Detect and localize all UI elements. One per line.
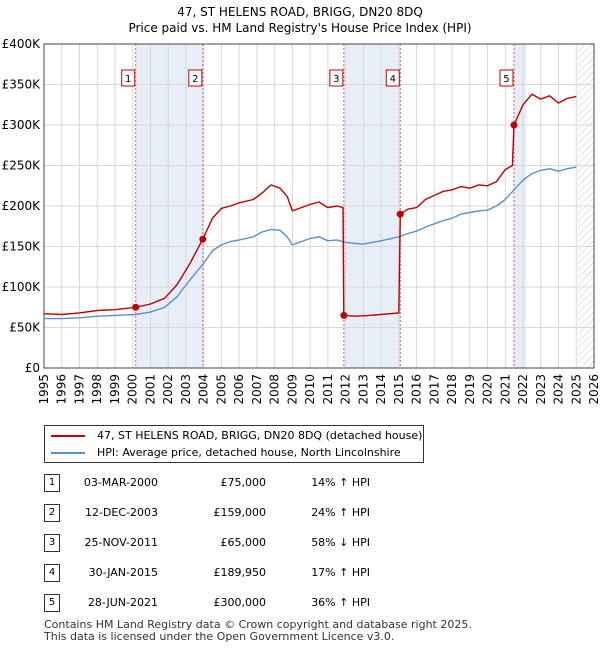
sale-point bbox=[510, 121, 518, 129]
x-tick-label: 1999 bbox=[108, 374, 122, 405]
footer-line-1: Contains HM Land Registry data © Crown c… bbox=[44, 618, 472, 631]
x-tick-label: 2026 bbox=[587, 374, 600, 405]
x-tick-label: 2012 bbox=[339, 374, 353, 405]
sale-price: £300,000 bbox=[213, 596, 267, 609]
sale-number-box bbox=[329, 69, 344, 87]
sale-number: 3 bbox=[44, 534, 60, 552]
y-tick-label: £50K bbox=[9, 321, 41, 335]
sale-number-box bbox=[385, 69, 400, 87]
table-row: 3 25-NOV-2011 £65,000 58% ↓ HPI bbox=[0, 531, 600, 555]
sale-price: £75,000 bbox=[220, 476, 267, 489]
chart-title: 47, ST HELENS ROAD, BRIGG, DN20 8DQ bbox=[177, 5, 423, 19]
x-tick-label: 2001 bbox=[143, 374, 157, 405]
x-tick-label: 1998 bbox=[90, 374, 104, 405]
sale-number-label: 5 bbox=[503, 74, 509, 85]
table-row: 1 03-MAR-2000 £75,000 14% ↑ HPI bbox=[0, 471, 600, 495]
sale-hpi-diff: 24% ↑ HPI bbox=[311, 506, 370, 519]
x-tick-label: 2002 bbox=[161, 374, 175, 405]
y-tick-label: £400K bbox=[2, 37, 42, 51]
x-tick-label: 2013 bbox=[356, 374, 370, 405]
property-series-line bbox=[43, 93, 577, 317]
table-row: 2 12-DEC-2003 £159,000 24% ↑ HPI bbox=[0, 501, 600, 525]
x-tick-label: 1996 bbox=[55, 374, 69, 405]
sale-date: 28-JUN-2021 bbox=[87, 596, 158, 609]
x-tick-label: 2021 bbox=[498, 374, 512, 405]
sale-price: £159,000 bbox=[213, 506, 267, 519]
y-tick-label: £0 bbox=[25, 361, 40, 375]
sale-hpi-diff: 14% ↑ HPI bbox=[311, 476, 370, 489]
x-tick-label: 2016 bbox=[410, 374, 424, 405]
y-tick-label: £200K bbox=[2, 199, 42, 213]
sale-number-box bbox=[499, 69, 514, 87]
x-tick-label: 2018 bbox=[445, 374, 459, 405]
sale-date: 12-DEC-2003 bbox=[84, 506, 158, 519]
sale-point bbox=[132, 303, 140, 311]
x-tick-label: 2020 bbox=[481, 374, 495, 405]
y-tick-label: £150K bbox=[2, 240, 42, 254]
x-tick-label: 1997 bbox=[72, 374, 86, 405]
sale-number-label: 2 bbox=[192, 74, 198, 85]
sale-number-box bbox=[121, 69, 136, 87]
sale-point bbox=[340, 311, 348, 319]
legend-label-property: 47, ST HELENS ROAD, BRIGG, DN20 8DQ (det… bbox=[97, 429, 423, 442]
sale-number-label: 3 bbox=[333, 74, 339, 85]
x-tick-label: 2004 bbox=[197, 374, 211, 405]
plot-border bbox=[43, 43, 595, 369]
x-tick-label: 2010 bbox=[303, 374, 317, 405]
sale-point bbox=[199, 235, 207, 243]
sale-number-box bbox=[188, 69, 203, 87]
x-tick-label: 2019 bbox=[463, 374, 477, 405]
x-tick-label: 2022 bbox=[516, 374, 530, 405]
sale-price: £65,000 bbox=[220, 536, 267, 549]
x-tick-label: 2015 bbox=[392, 374, 406, 405]
sale-number: 1 bbox=[44, 474, 60, 492]
sale-hpi-diff: 17% ↑ HPI bbox=[311, 566, 370, 579]
sale-date: 03-MAR-2000 bbox=[83, 476, 158, 489]
footer-line-2: This data is licensed under the Open Gov… bbox=[44, 630, 395, 643]
price-chart: 47, ST HELENS ROAD, BRIGG, DN20 8DQ Pric… bbox=[2, 5, 600, 405]
sale-point bbox=[396, 210, 404, 218]
legend-line-hpi bbox=[51, 452, 85, 454]
sale-price: £189,950 bbox=[213, 566, 267, 579]
x-tick-label: 2007 bbox=[250, 374, 264, 405]
x-tick-label: 2025 bbox=[569, 374, 583, 405]
x-tick-label: 2017 bbox=[427, 374, 441, 405]
y-tick-label: £100K bbox=[2, 280, 42, 294]
x-tick-label: 2014 bbox=[374, 374, 388, 405]
x-tick-label: 2003 bbox=[179, 374, 193, 405]
sale-date: 30-JAN-2015 bbox=[88, 566, 158, 579]
x-tick-label: 2008 bbox=[268, 374, 282, 405]
sale-number: 2 bbox=[44, 504, 60, 522]
sale-date: 25-NOV-2011 bbox=[84, 536, 158, 549]
table-row: 5 28-JUN-2021 £300,000 36% ↑ HPI bbox=[0, 591, 600, 615]
y-tick-label: £300K bbox=[2, 118, 42, 132]
sale-hpi-diff: 58% ↓ HPI bbox=[311, 536, 370, 549]
x-tick-label: 2024 bbox=[552, 374, 566, 405]
chart-subtitle: Price paid vs. HM Land Registry's House … bbox=[128, 21, 471, 35]
x-tick-label: 1995 bbox=[37, 374, 51, 405]
sale-number: 4 bbox=[44, 564, 60, 582]
table-row: 4 30-JAN-2015 £189,950 17% ↑ HPI bbox=[0, 561, 600, 585]
x-tick-label: 2006 bbox=[232, 374, 246, 405]
x-tick-label: 2005 bbox=[214, 374, 228, 405]
sale-number-label: 4 bbox=[390, 74, 396, 85]
hpi-series-line bbox=[44, 166, 577, 320]
y-tick-label: £350K bbox=[2, 78, 42, 92]
sale-number-label: 1 bbox=[125, 74, 131, 85]
legend-label-hpi: HPI: Average price, detached house, Nort… bbox=[97, 446, 401, 459]
legend-line-property bbox=[51, 435, 85, 437]
x-tick-label: 2009 bbox=[285, 374, 299, 405]
x-tick-label: 2000 bbox=[126, 374, 140, 405]
y-tick-label: £250K bbox=[2, 159, 42, 173]
footer-attribution: Contains HM Land Registry data © Crown c… bbox=[44, 619, 472, 643]
sale-number: 5 bbox=[44, 594, 60, 612]
x-tick-label: 2011 bbox=[321, 374, 335, 405]
sale-hpi-diff: 36% ↑ HPI bbox=[311, 596, 370, 609]
chart-legend: 47, ST HELENS ROAD, BRIGG, DN20 8DQ (det… bbox=[44, 425, 424, 463]
x-tick-label: 2023 bbox=[534, 374, 548, 405]
